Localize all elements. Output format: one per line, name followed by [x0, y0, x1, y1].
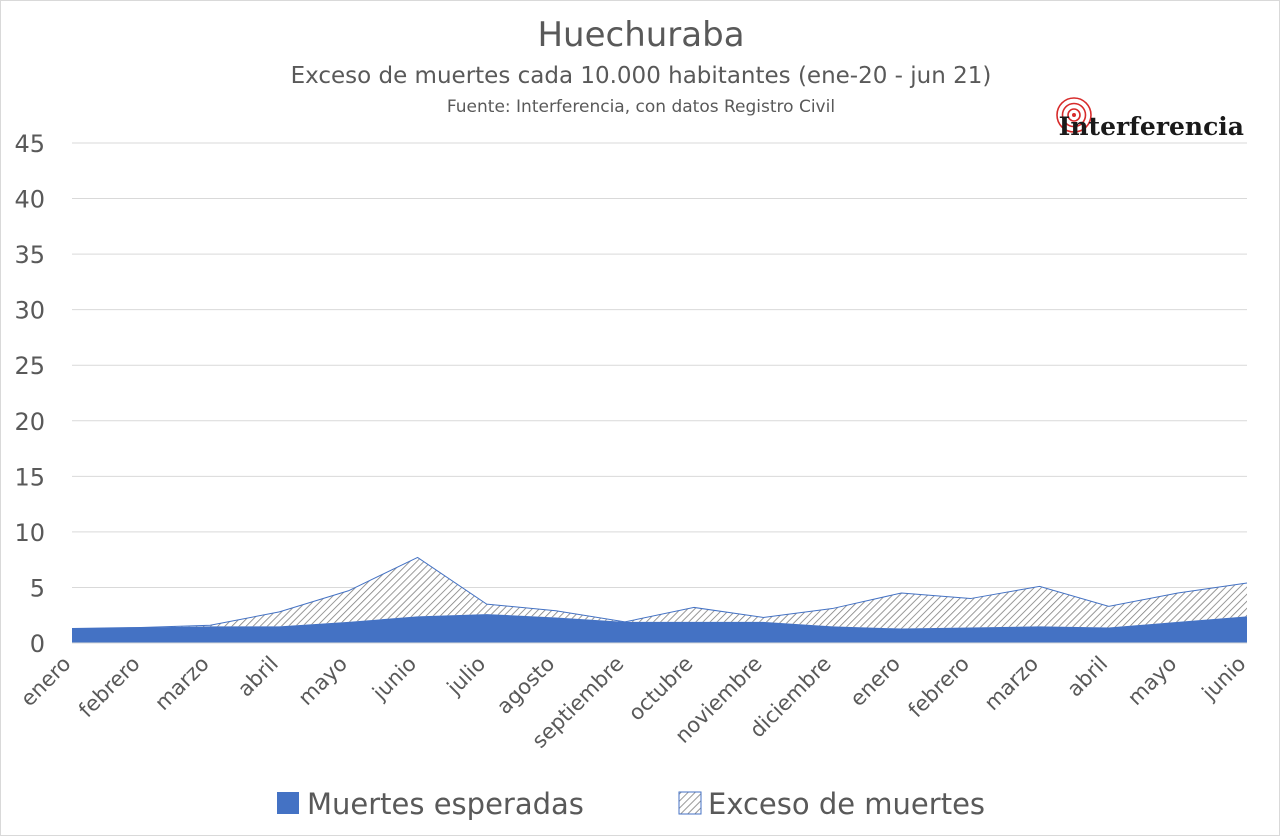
- x-tick-label: febrero: [904, 652, 975, 723]
- y-tick-label: 0: [30, 630, 45, 658]
- chart-title: Huechuraba: [537, 15, 744, 55]
- y-axis-ticks: 0 5 10 15 20 25 30 35 40 45: [14, 130, 45, 658]
- x-tick-label: abril: [233, 652, 283, 702]
- chart-source: Fuente: Interferencia, con datos Registr…: [447, 97, 835, 117]
- x-tick-label: mayo: [1123, 652, 1181, 710]
- y-tick-label: 5: [30, 574, 45, 602]
- area-muertes-esperadas: [72, 614, 1247, 643]
- x-tick-label: marzo: [980, 652, 1044, 716]
- area-exceso-de-muertes: [72, 557, 1247, 629]
- y-tick-label: 25: [14, 352, 45, 380]
- legend-item-esperadas: Muertes esperadas: [277, 787, 584, 821]
- chart-subtitle: Exceso de muertes cada 10.000 habitantes…: [291, 63, 992, 89]
- y-tick-label: 35: [14, 241, 45, 269]
- y-tick-label: 45: [14, 130, 45, 158]
- interferencia-logo: Interferencia: [1056, 97, 1244, 141]
- x-tick-label: febrero: [74, 652, 145, 723]
- y-tick-label: 20: [14, 408, 45, 436]
- legend-swatch-exceso: [678, 791, 702, 815]
- x-tick-label: junio: [1197, 652, 1251, 706]
- logo-text: Interferencia: [1059, 112, 1244, 141]
- legend-label-esperadas: Muertes esperadas: [307, 787, 584, 821]
- y-tick-label: 10: [14, 519, 45, 547]
- x-tick-label: agosto: [492, 652, 559, 719]
- legend-item-exceso: Exceso de muertes: [678, 787, 985, 821]
- legend-swatch-esperadas: [277, 792, 299, 814]
- gridlines: [72, 142, 1247, 588]
- line-exceso-de-muertes: [71, 556, 1248, 630]
- radar-icon: [1056, 97, 1092, 133]
- x-tick-label: junio: [367, 652, 421, 706]
- legend: Muertes esperadas Exceso de muertes: [277, 787, 985, 821]
- y-tick-label: 15: [14, 463, 45, 491]
- x-tick-label: marzo: [150, 652, 214, 716]
- plot-areas: [71, 556, 1248, 643]
- legend-label-exceso: Exceso de muertes: [708, 787, 985, 821]
- x-tick-label: mayo: [294, 652, 352, 710]
- y-tick-label: 30: [14, 297, 45, 325]
- x-tick-label: enero: [845, 652, 905, 712]
- x-tick-label: julio: [442, 652, 491, 701]
- y-tick-label: 40: [14, 186, 45, 214]
- x-tick-label: enero: [16, 652, 76, 712]
- x-tick-label: abril: [1062, 652, 1112, 702]
